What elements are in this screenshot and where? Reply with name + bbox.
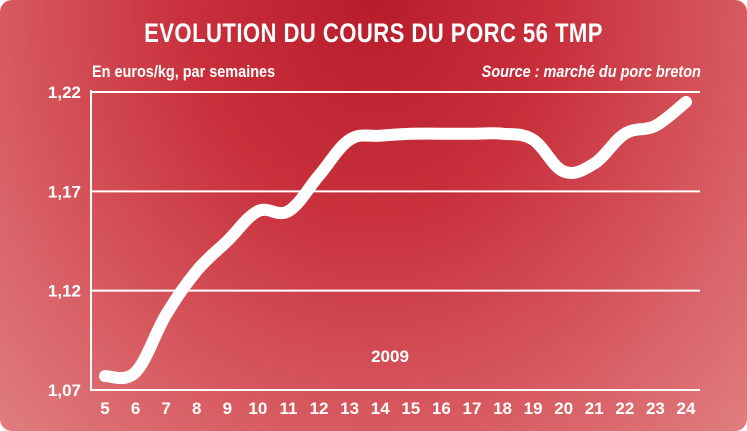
y-tick-label: 1,12 xyxy=(48,282,81,301)
data-point xyxy=(226,240,229,242)
data-point xyxy=(593,162,596,165)
data-point xyxy=(654,124,657,127)
data-point xyxy=(562,170,565,173)
x-tick-label: 21 xyxy=(585,399,604,418)
x-tick-label: 22 xyxy=(615,399,634,418)
x-tick-label: 6 xyxy=(131,399,140,418)
series-line xyxy=(99,95,692,385)
data-point xyxy=(379,134,382,137)
chart-title: EVOLUTION DU COURS DU PORC 56 TMP xyxy=(144,18,603,48)
x-tick-label: 19 xyxy=(524,399,543,418)
data-point xyxy=(685,100,687,103)
x-tick-label: 8 xyxy=(192,399,201,418)
x-tick-label: 5 xyxy=(100,399,109,418)
data-point xyxy=(104,375,106,378)
x-tick-label: 16 xyxy=(432,399,451,418)
x-tick-label: 23 xyxy=(646,399,665,418)
data-point xyxy=(623,132,626,135)
x-tick-label: 10 xyxy=(248,399,267,418)
year-annotation: 2009 xyxy=(371,347,409,366)
x-tick-label: 17 xyxy=(462,399,481,418)
x-tick-label: 11 xyxy=(279,399,297,418)
x-tick-label: 15 xyxy=(401,399,420,418)
x-tick-label: 13 xyxy=(340,399,359,418)
data-point xyxy=(532,138,535,141)
data-point xyxy=(318,174,321,177)
x-tick-label: 24 xyxy=(677,399,696,418)
x-tick-label: 9 xyxy=(223,399,232,418)
data-point xyxy=(134,371,137,374)
data-point xyxy=(165,313,168,316)
data-point xyxy=(287,210,290,213)
data-point xyxy=(348,138,351,141)
x-tick-label: 12 xyxy=(310,399,329,418)
y-tick-label: 1,07 xyxy=(48,381,81,400)
data-point xyxy=(195,269,198,272)
chart-subtitle: En euros/kg, par semaines xyxy=(92,62,276,81)
data-point xyxy=(501,132,504,135)
data-point xyxy=(409,132,412,135)
x-tick-label: 14 xyxy=(371,399,390,418)
data-point xyxy=(256,210,259,213)
x-tick-label: 20 xyxy=(554,399,573,418)
chart-source: Source : marché du porc breton xyxy=(481,62,701,81)
data-point xyxy=(470,132,473,135)
y-tick-label: 1,22 xyxy=(48,83,81,102)
data-point xyxy=(440,132,443,135)
y-tick-label: 1,17 xyxy=(48,182,81,201)
x-tick-label: 7 xyxy=(161,399,170,418)
x-tick-label: 18 xyxy=(493,399,512,418)
